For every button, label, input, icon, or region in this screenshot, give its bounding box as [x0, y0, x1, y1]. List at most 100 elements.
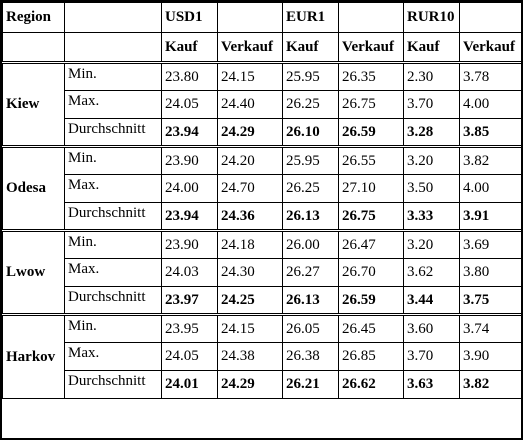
- currency-header-usd-blank: [217, 2, 283, 33]
- region-name: Harkov: [2, 313, 65, 399]
- usd-kauf-value: 24.00: [161, 174, 218, 203]
- usd-verkauf-value: 24.38: [217, 342, 283, 371]
- eur-kauf-value: 26.10: [282, 118, 339, 147]
- exchange-rate-table: Region USD1 EUR1 RUR10 Kauf Verkauf Kauf…: [2, 2, 523, 399]
- buy-sell-header-row: Kauf Verkauf Kauf Verkauf Kauf Verkauf: [2, 32, 523, 63]
- rur-kauf-value: 3.44: [403, 286, 460, 315]
- currency-header-eur-blank: [338, 2, 404, 33]
- eur-verkauf-value: 26.75: [338, 202, 404, 231]
- usd-verkauf-value: 24.20: [217, 145, 283, 175]
- usd-kauf-value: 23.80: [161, 61, 218, 91]
- table-row: Max. 24.05 24.38 26.38 26.85 3.70 3.90: [3, 342, 523, 371]
- usd-verkauf-value: 24.29: [217, 118, 283, 147]
- eur-verkauf-header: Verkauf: [338, 32, 404, 63]
- rur-kauf-header: Kauf: [403, 32, 460, 63]
- usd-verkauf-value: 24.40: [217, 90, 283, 119]
- eur-kauf-value: 26.25: [282, 174, 339, 203]
- eur-verkauf-value: 26.59: [338, 286, 404, 315]
- table-row: Durchschnitt 24.01 24.29 26.21 26.62 3.63 3.82: [3, 370, 523, 399]
- usd-kauf-value: 23.94: [161, 202, 218, 231]
- usd-kauf-value: 23.95: [161, 313, 218, 343]
- eur-verkauf-value: 26.45: [338, 313, 404, 343]
- rur-verkauf-value: 3.74: [459, 313, 523, 343]
- eur-kauf-value: 26.00: [282, 229, 339, 259]
- rur-verkauf-value: 3.78: [459, 61, 523, 91]
- usd-kauf-value: 23.94: [161, 118, 218, 147]
- stat-label: Durchschnitt: [64, 118, 162, 147]
- currency-header-usd: USD1: [161, 2, 218, 33]
- stat-label: Min.: [64, 61, 162, 91]
- rur-kauf-value: 3.60: [403, 313, 460, 343]
- table-row: Max. 24.00 24.70 26.25 27.10 3.50 4.00: [3, 174, 523, 203]
- usd-kauf-value: 23.90: [161, 229, 218, 259]
- stat-label: Max.: [64, 342, 162, 371]
- region-name: Lwow: [2, 229, 65, 315]
- currency-header-row: Region USD1 EUR1 RUR10: [2, 2, 523, 33]
- eur-verkauf-value: 26.55: [338, 145, 404, 175]
- stat-label: Durchschnitt: [64, 202, 162, 231]
- rur-verkauf-value: 4.00: [459, 174, 523, 203]
- table-row: Durchschnitt 23.94 24.29 26.10 26.59 3.28 3.85: [3, 118, 523, 147]
- eur-verkauf-value: 26.47: [338, 229, 404, 259]
- stat-header-empty: [64, 2, 162, 33]
- stat-label: Durchschnitt: [64, 370, 162, 399]
- eur-kauf-value: 26.27: [282, 258, 339, 287]
- rur-kauf-value: 3.62: [403, 258, 460, 287]
- region-header: Region: [2, 2, 65, 33]
- eur-kauf-value: 26.13: [282, 202, 339, 231]
- stat-subheader-empty: [64, 32, 162, 63]
- eur-kauf-value: 26.38: [282, 342, 339, 371]
- rur-verkauf-value: 3.91: [459, 202, 523, 231]
- eur-kauf-value: 25.95: [282, 145, 339, 175]
- rur-kauf-value: 3.33: [403, 202, 460, 231]
- usd-verkauf-value: 24.15: [217, 313, 283, 343]
- table-row: Lwow Min. 23.90 24.18 26.00 26.47 3.20 3.69: [2, 229, 523, 315]
- table-row: Durchschnitt 23.97 24.25 26.13 26.59 3.44 3.75: [3, 286, 523, 315]
- rur-kauf-value: 3.70: [403, 342, 460, 371]
- usd-kauf-value: 24.05: [161, 90, 218, 119]
- eur-kauf-header: Kauf: [282, 32, 339, 63]
- usd-verkauf-value: 24.15: [217, 61, 283, 91]
- currency-header-rur-blank: [459, 2, 523, 33]
- rur-verkauf-value: 3.80: [459, 258, 523, 287]
- eur-kauf-value: 26.05: [282, 313, 339, 343]
- rur-verkauf-value: 3.90: [459, 342, 523, 371]
- rur-kauf-value: 3.63: [403, 370, 460, 399]
- usd-verkauf-value: 24.36: [217, 202, 283, 231]
- stat-label: Min.: [64, 145, 162, 175]
- table-row: Kiew Min. 23.80 24.15 25.95 26.35 2.30 3.78: [2, 61, 523, 147]
- usd-kauf-value: 24.05: [161, 342, 218, 371]
- rur-kauf-value: 3.20: [403, 145, 460, 175]
- stat-label: Max.: [64, 258, 162, 287]
- table-row: Harkov Min. 23.95 24.15 26.05 26.45 3.60 3.74: [2, 313, 523, 399]
- usd-verkauf-value: 24.70: [217, 174, 283, 203]
- table-row: Durchschnitt 23.94 24.36 26.13 26.75 3.33 3.91: [3, 202, 523, 231]
- usd-kauf-value: 23.97: [161, 286, 218, 315]
- rur-verkauf-value: 3.82: [459, 370, 523, 399]
- rur-kauf-value: 3.28: [403, 118, 460, 147]
- rur-verkauf-value: 3.75: [459, 286, 523, 315]
- rur-verkauf-header: Verkauf: [459, 32, 523, 63]
- usd-verkauf-value: 24.18: [217, 229, 283, 259]
- usd-verkauf-value: 24.29: [217, 370, 283, 399]
- eur-verkauf-value: 27.10: [338, 174, 404, 203]
- currency-header-eur: EUR1: [282, 2, 339, 33]
- table-row: Max. 24.03 24.30 26.27 26.70 3.62 3.80: [3, 258, 523, 287]
- rur-verkauf-value: 4.00: [459, 90, 523, 119]
- rur-verkauf-value: 3.85: [459, 118, 523, 147]
- stat-label: Max.: [64, 90, 162, 119]
- rur-kauf-value: 2.30: [403, 61, 460, 91]
- region-name: Odesa: [2, 145, 65, 231]
- usd-verkauf-value: 24.25: [217, 286, 283, 315]
- table-row: Odesa Min. 23.90 24.20 25.95 26.55 3.20 3.82: [2, 145, 523, 231]
- eur-verkauf-value: 26.75: [338, 90, 404, 119]
- usd-verkauf-value: 24.30: [217, 258, 283, 287]
- eur-verkauf-value: 26.70: [338, 258, 404, 287]
- rur-verkauf-value: 3.82: [459, 145, 523, 175]
- currency-header-rur: RUR10: [403, 2, 460, 33]
- rur-verkauf-value: 3.69: [459, 229, 523, 259]
- eur-verkauf-value: 26.85: [338, 342, 404, 371]
- eur-kauf-value: 26.21: [282, 370, 339, 399]
- stat-label: Durchschnitt: [64, 286, 162, 315]
